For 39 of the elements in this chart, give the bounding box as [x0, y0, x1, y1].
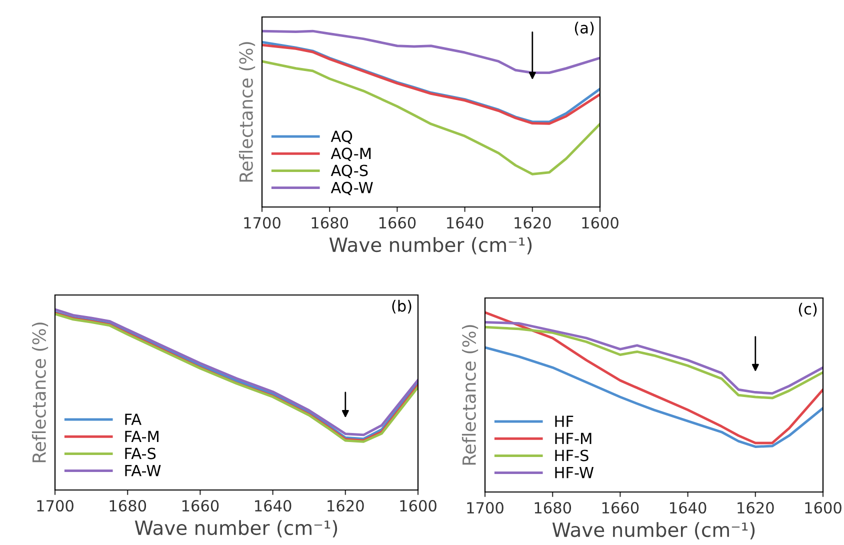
x-tick-label: 1660 [602, 502, 639, 514]
x-tick-label: 1700 [467, 502, 504, 514]
legend-label: AQ [330, 130, 352, 144]
annotation: (b) [392, 300, 412, 314]
x-axis-title: Wave number (cm⁻¹) [552, 522, 755, 540]
x-tick-label: 1600 [582, 216, 618, 229]
legend-label: FA-S [125, 448, 156, 460]
x-tick-label: 1620 [738, 502, 774, 514]
x-tick-label: 1660 [182, 500, 219, 512]
legend-label: HF-S [555, 450, 588, 462]
x-tick-label: 1700 [37, 500, 74, 512]
x-tick-label: 1620 [514, 216, 551, 229]
y-axis-title: Reflectance (%) [32, 322, 48, 462]
x-tick-label: 1680 [312, 216, 348, 229]
y-axis-title: Reflectance (%) [462, 325, 478, 465]
legend-label: AQ-M [330, 148, 371, 161]
x-tick-label: 1680 [110, 500, 146, 512]
x-tick-label: 1600 [805, 502, 842, 514]
x-tick-label: 1680 [534, 502, 572, 514]
x-tick-label: 1700 [244, 216, 280, 229]
x-tick-label: 1660 [379, 216, 416, 229]
x-axis-title: Wave number (cm⁻¹) [329, 237, 532, 254]
annotation: (c) [798, 302, 817, 316]
legend-label: FA-W [125, 464, 161, 476]
legend-label: HF-M [555, 432, 592, 444]
annotation: (a) [574, 22, 594, 36]
x-axis-title: Wave number (cm⁻¹) [134, 520, 338, 538]
y-axis-title: Reflectance (%) [238, 42, 256, 182]
x-tick-label: 1640 [670, 502, 706, 514]
x-tick-label: 1620 [328, 500, 364, 512]
x-tick-label: 1640 [255, 500, 292, 512]
legend-label: HF-W [555, 466, 594, 478]
legend-label: FA [125, 414, 142, 425]
legend-label: AQ-S [330, 164, 368, 178]
legend-label: HF [555, 416, 574, 427]
legend-label: AQ-W [330, 182, 373, 196]
x-tick-label: 1600 [400, 500, 436, 512]
x-tick-label: 1640 [447, 216, 484, 229]
legend-label: FA-M [125, 430, 158, 442]
